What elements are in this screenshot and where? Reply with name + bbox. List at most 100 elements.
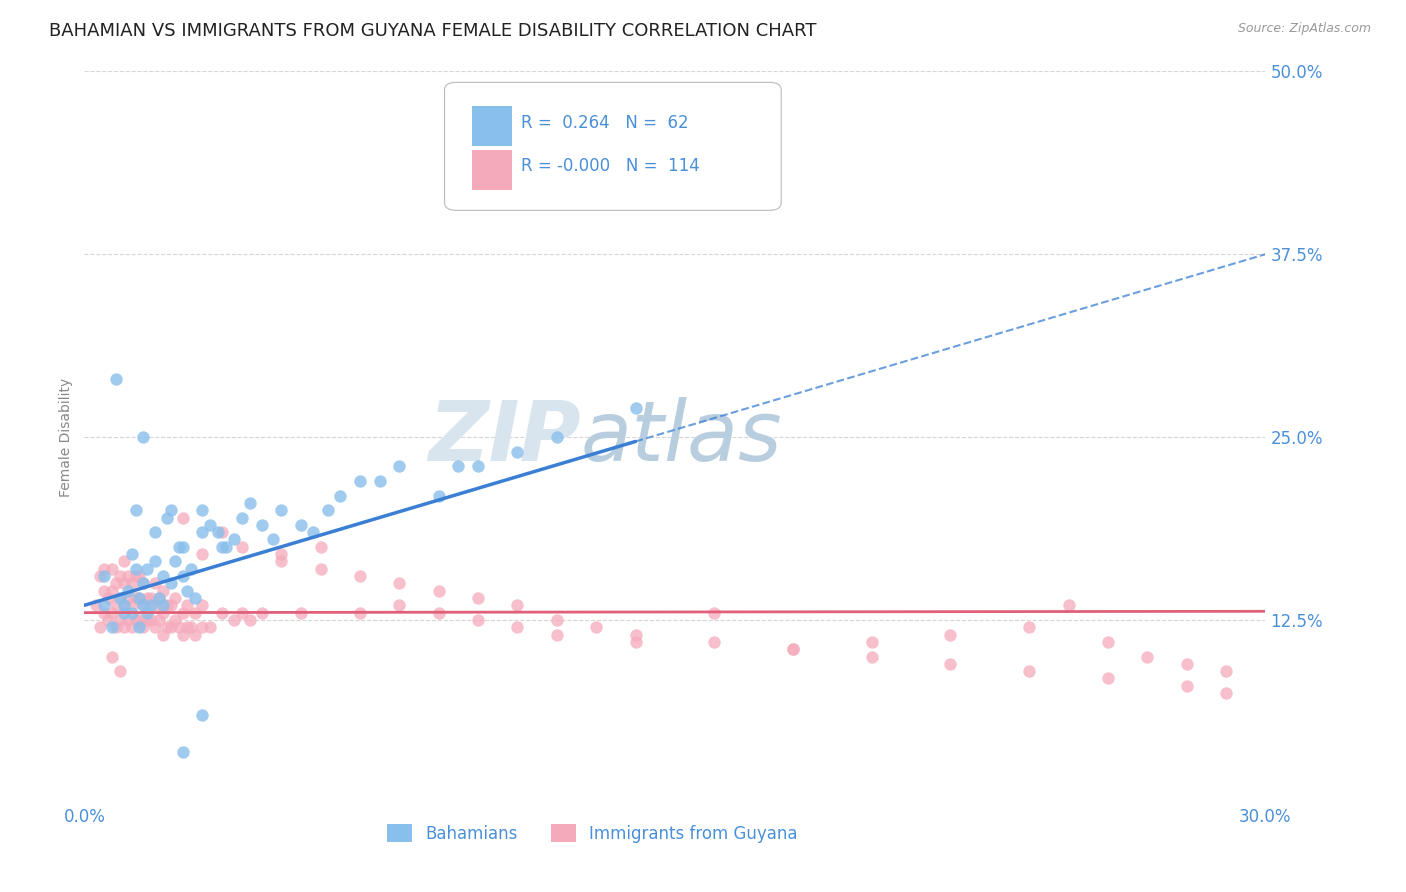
Point [167, 540, 190, 554]
Point [427, 606, 450, 620]
Point [112, 576, 135, 591]
Point [349, 569, 371, 583]
Point [290, 606, 312, 620]
Point [467, 613, 489, 627]
Text: Source: ZipAtlas.com: Source: ZipAtlas.com [1237, 22, 1371, 36]
Point [388, 576, 411, 591]
Point [301, 525, 323, 540]
Point [585, 620, 607, 634]
Point [172, 627, 194, 641]
Point [207, 525, 229, 540]
Point [160, 620, 183, 634]
Point [191, 547, 214, 561]
Point [368, 474, 391, 488]
Point [89, 569, 111, 583]
Point [427, 583, 450, 598]
Point [172, 606, 194, 620]
Point [782, 642, 804, 657]
Point [703, 606, 725, 620]
Point [124, 613, 146, 627]
Point [108, 613, 131, 627]
Point [215, 540, 238, 554]
Point [143, 576, 166, 591]
Legend: Bahamians, Immigrants from Guyana: Bahamians, Immigrants from Guyana [380, 818, 804, 849]
Point [172, 540, 194, 554]
Point [222, 613, 245, 627]
Point [167, 620, 190, 634]
Point [124, 591, 146, 605]
Point [329, 489, 352, 503]
Point [104, 620, 127, 634]
Point [506, 599, 529, 613]
Point [152, 627, 174, 641]
Text: atlas: atlas [581, 397, 782, 477]
Point [132, 576, 155, 591]
Point [163, 591, 186, 605]
Point [104, 599, 127, 613]
Point [136, 591, 159, 605]
Point [121, 620, 143, 634]
Point [101, 649, 124, 664]
Point [1018, 664, 1040, 678]
Point [152, 569, 174, 583]
Point [200, 517, 222, 532]
Point [112, 599, 135, 613]
Point [152, 599, 174, 613]
Point [546, 430, 568, 444]
Point [124, 569, 146, 583]
Point [250, 517, 273, 532]
Point [121, 599, 143, 613]
Point [124, 562, 146, 576]
Point [148, 613, 170, 627]
Point [1097, 635, 1119, 649]
Point [176, 583, 198, 598]
Point [939, 627, 962, 641]
Point [156, 510, 179, 524]
Point [427, 489, 450, 503]
Point [624, 627, 647, 641]
Point [309, 562, 332, 576]
FancyBboxPatch shape [472, 150, 512, 190]
Point [172, 569, 194, 583]
Point [93, 562, 115, 576]
Point [318, 503, 340, 517]
Point [121, 576, 143, 591]
Point [156, 599, 179, 613]
Point [703, 635, 725, 649]
Point [89, 620, 111, 634]
Point [128, 620, 150, 634]
Point [1175, 657, 1198, 671]
Point [388, 599, 411, 613]
Point [101, 606, 124, 620]
Point [104, 371, 127, 385]
Point [262, 533, 284, 547]
Point [231, 510, 253, 524]
Point [172, 745, 194, 759]
Point [132, 599, 155, 613]
Point [939, 657, 962, 671]
Point [136, 613, 159, 627]
Point [180, 620, 202, 634]
Point [93, 599, 115, 613]
Point [624, 401, 647, 415]
Point [191, 525, 214, 540]
Point [112, 606, 135, 620]
Point [148, 591, 170, 605]
Point [108, 664, 131, 678]
Point [128, 591, 150, 605]
Point [180, 562, 202, 576]
Point [117, 591, 139, 605]
Point [160, 599, 183, 613]
Point [309, 540, 332, 554]
Point [152, 606, 174, 620]
Point [97, 591, 120, 605]
Point [101, 620, 124, 634]
Point [239, 613, 262, 627]
Point [172, 510, 194, 524]
Point [93, 569, 115, 583]
Text: R = -0.000   N =  114: R = -0.000 N = 114 [522, 158, 700, 176]
Point [163, 613, 186, 627]
Point [467, 459, 489, 474]
Point [101, 583, 124, 598]
FancyBboxPatch shape [472, 106, 512, 146]
